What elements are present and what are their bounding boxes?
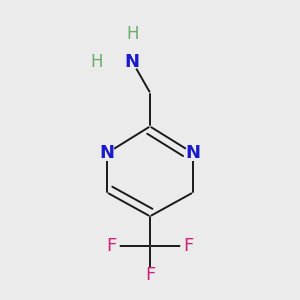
Circle shape [104,238,119,253]
Text: H: H [91,53,103,71]
Text: H: H [126,25,139,43]
Circle shape [125,54,140,69]
Circle shape [126,28,138,40]
Text: F: F [183,237,194,255]
Text: N: N [185,144,200,162]
Text: F: F [106,237,117,255]
Circle shape [100,146,115,160]
Text: N: N [100,144,115,162]
Text: N: N [125,53,140,71]
Circle shape [185,146,200,160]
Text: F: F [145,266,155,284]
Circle shape [181,238,196,253]
Circle shape [142,268,158,283]
Circle shape [91,56,103,68]
